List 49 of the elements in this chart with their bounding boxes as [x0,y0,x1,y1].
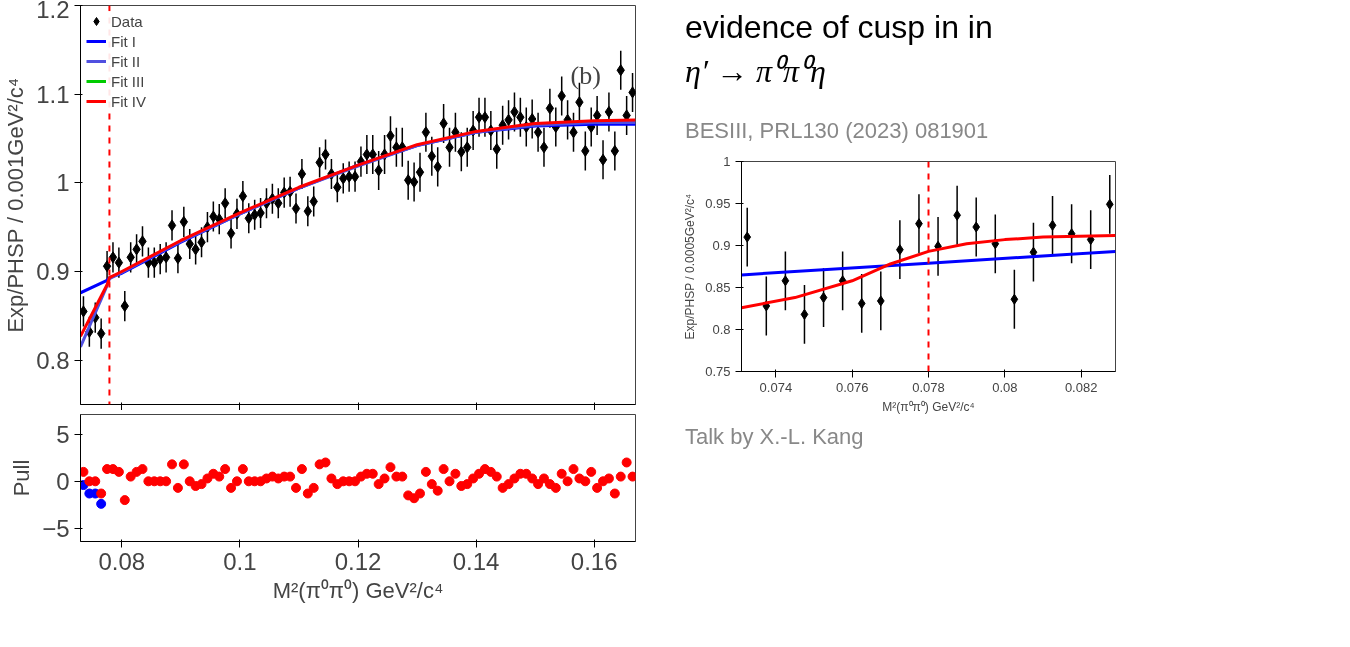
text: η′ → π⁰π⁰η [685,52,827,91]
y-tick-label: 0.75 [705,364,731,379]
y-tick-label: 5 [56,420,70,448]
point [781,275,790,287]
x-axis-title: M²(π⁰π⁰) GeV²/c⁴ [272,577,444,603]
y-tick-label: 0.9 [36,258,70,285]
legend-label: Fit III [111,72,145,90]
legend-label: Data [111,12,143,30]
legend-label: Fit I [111,32,136,50]
x-axis-title: M²(π⁰π⁰) GeV²/c⁴ [882,399,975,414]
y-tick-label: −5 [42,514,70,542]
x-tick-label: 0.074 [759,379,793,395]
y-tick-label: 0.85 [705,280,731,295]
text: BESIII, PRL130 (2023) 081901 [685,117,989,145]
y-tick-label: 0.8 [712,322,731,337]
point [800,308,809,320]
y-tick-label: 0.8 [36,346,70,374]
x-tick-label: 0.16 [570,547,618,575]
y-tick-label: 0 [56,467,70,495]
point [1105,198,1114,210]
y-tick-label: 0.95 [705,196,731,211]
point [743,231,752,243]
legend-label: Fit IV [111,92,147,110]
point [1010,293,1019,305]
text: evidence of cusp in in [685,8,993,47]
y-axis-title: Exp/PHSP / 0.0005GeV²/c⁴ [683,193,698,340]
point [819,292,828,304]
x-tick-label: 0.078 [912,379,945,395]
point [1048,219,1057,231]
x-tick-label: 0.12 [334,547,382,575]
x-tick-label: 0.08 [992,379,1018,395]
y-tick-label: 1.1 [36,80,70,108]
legend-label: Fit II [111,52,141,70]
y-tick-label: 1 [56,169,70,197]
y-axis-title: Exp/PHSP / 0.001GeV²/c⁴ [3,77,29,333]
y-tick-label: 1 [723,154,731,169]
point [857,297,866,309]
x-tick-label: 0.082 [1064,379,1098,395]
y-axis-title: Pull [9,459,35,497]
annotation: (b) [570,60,601,90]
point [972,221,981,233]
x-tick-label: 0.14 [452,547,500,575]
text: Talk by X.-L. Kang [685,423,864,451]
y-tick-label: 1.2 [36,0,70,23]
x-tick-label: 0.076 [835,379,869,395]
x-tick-label: 0.08 [98,547,146,575]
y-tick-label: 0.9 [712,238,731,253]
point [876,295,885,307]
x-tick-label: 0.1 [223,547,257,575]
